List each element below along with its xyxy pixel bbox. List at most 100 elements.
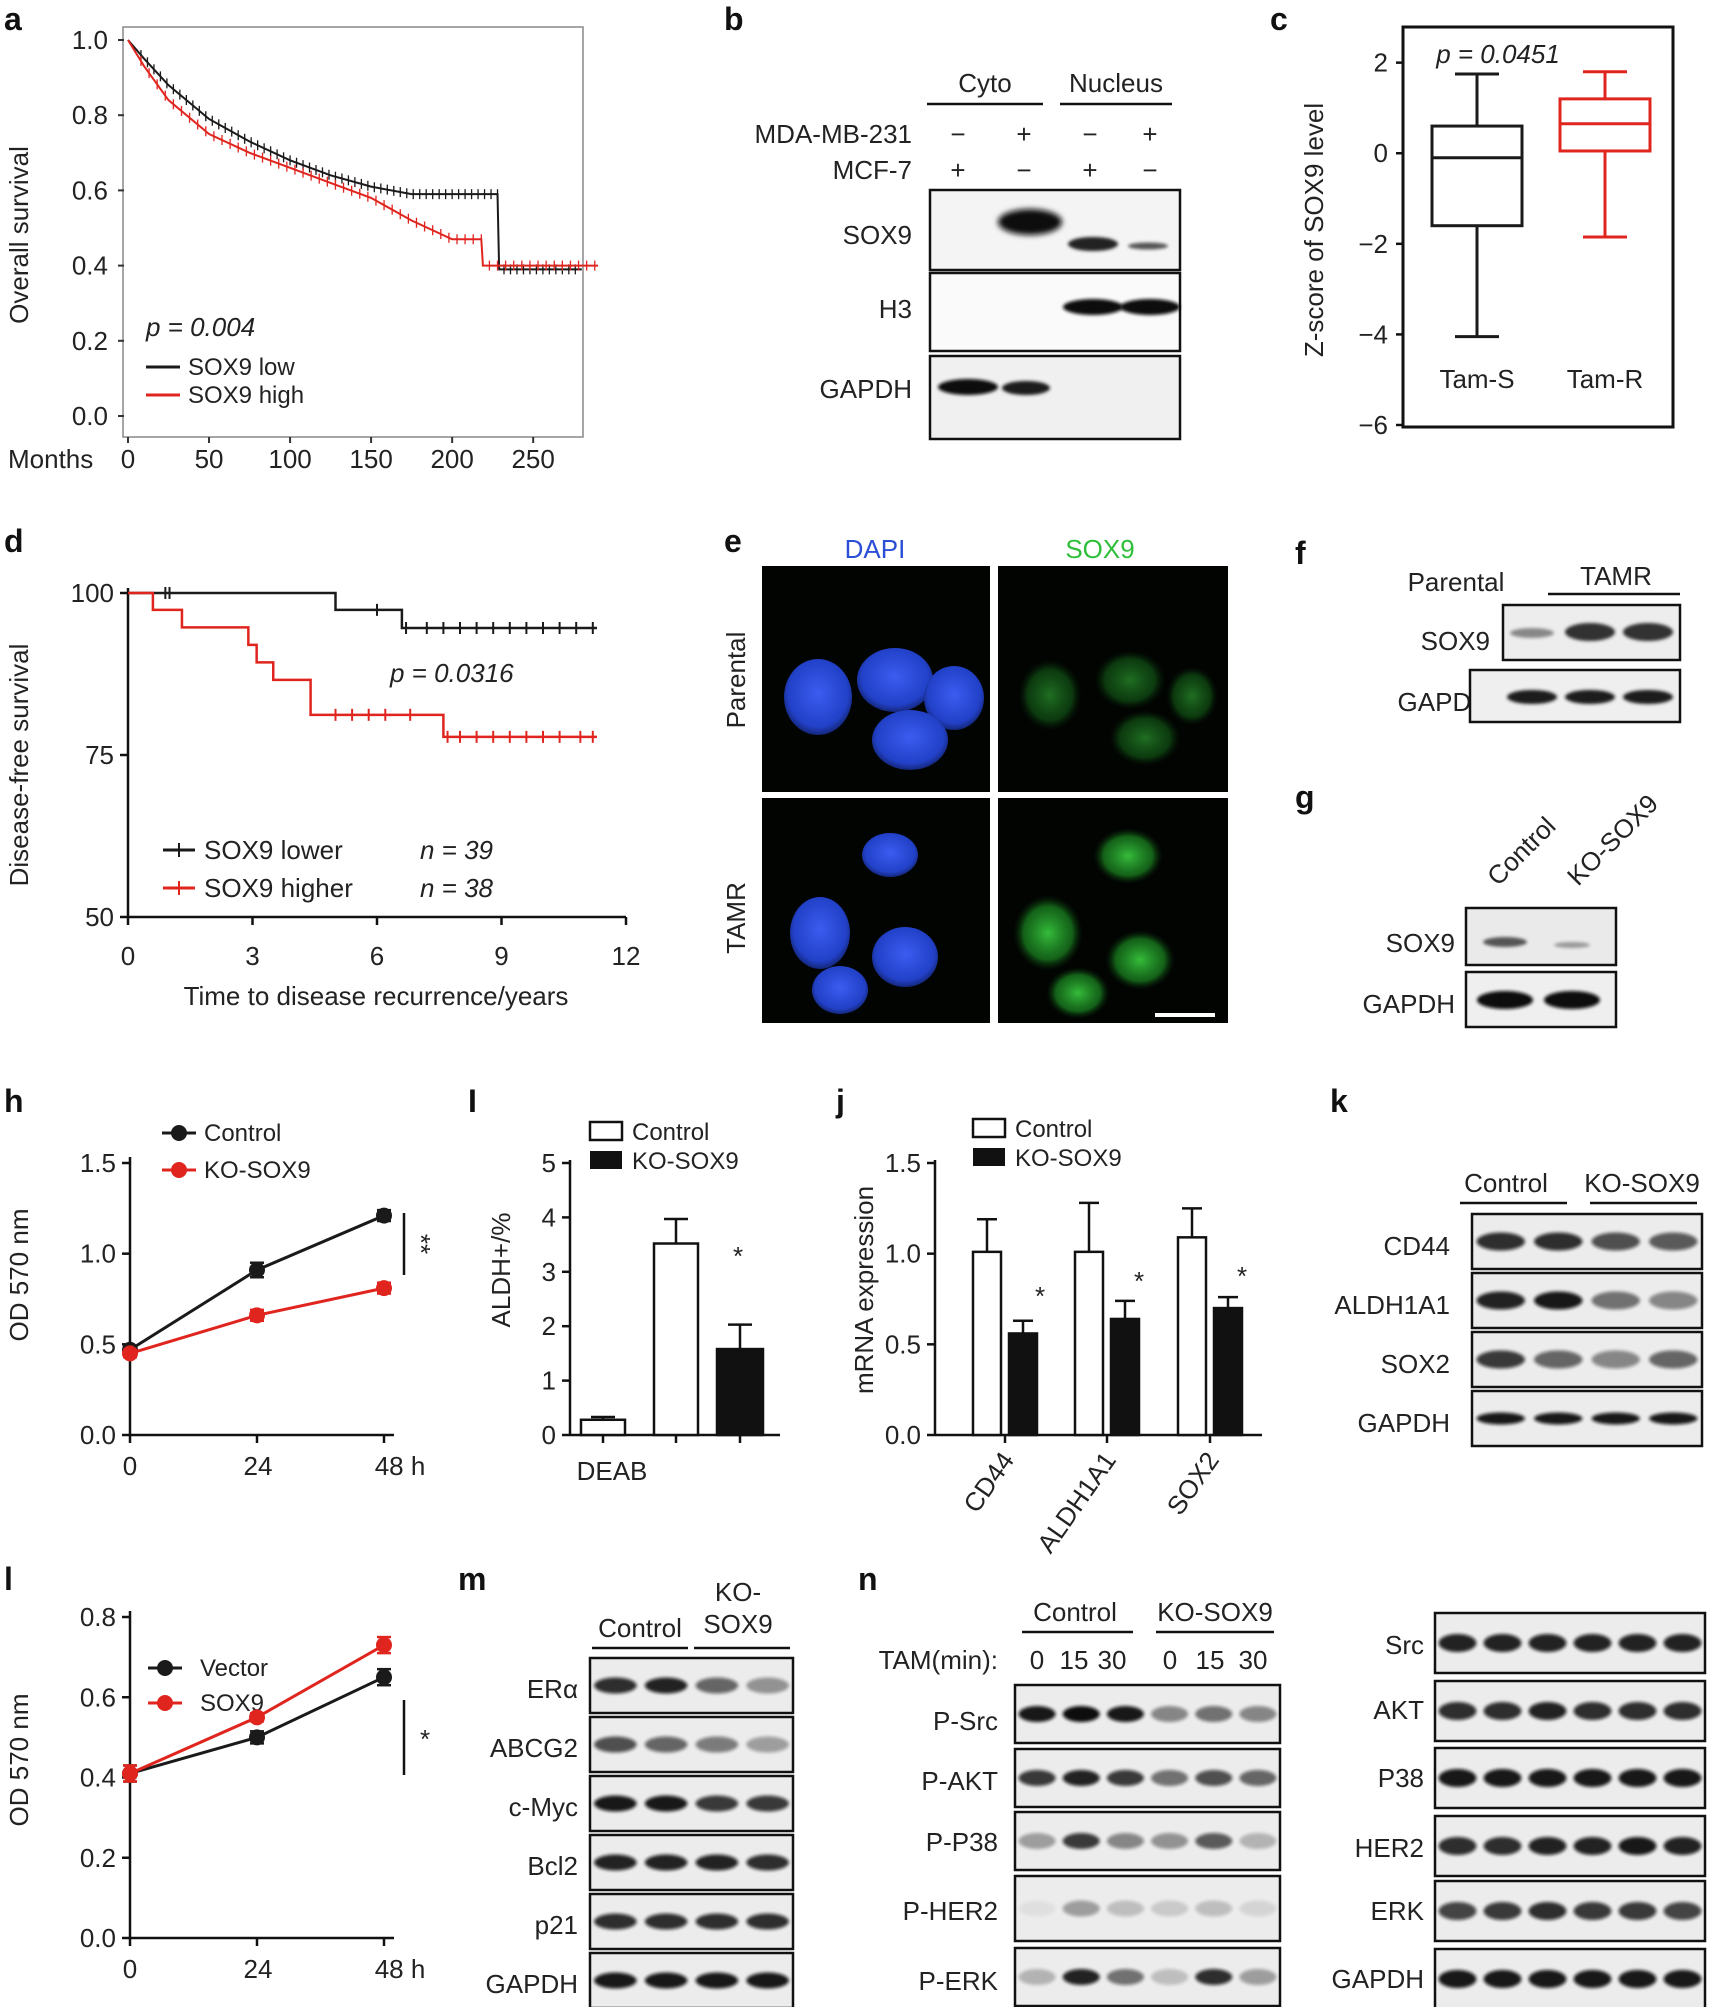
x-tick-label: 6 [370, 941, 384, 971]
panel-a-frame [122, 26, 584, 438]
tam-time-label: 0 [1030, 1645, 1044, 1675]
panel-k-blot-cd44: CD44 [1384, 1231, 1450, 1261]
panel-n-times: 0 15 30 0 15 30 [1030, 1645, 1268, 1675]
panel-h-ylabel: OD 570 nm [4, 1209, 34, 1342]
blot-band [1106, 1706, 1144, 1722]
blot-band [746, 1854, 789, 1871]
bar [579, 1418, 627, 1437]
blot-band [1618, 1769, 1657, 1787]
blot-band [1573, 1634, 1612, 1652]
blot-band [1476, 1350, 1525, 1369]
data-point [376, 1637, 392, 1654]
panel-c-ylabel: Z-score of SOX9 level [1299, 103, 1329, 357]
panel-h-sig: ** [406, 1234, 436, 1254]
panel-letter-c: c [1270, 1, 1288, 37]
sign-231: + [1142, 119, 1157, 149]
y-tick-label: 0.6 [72, 175, 108, 205]
blot-band [1534, 1350, 1583, 1369]
blot-band [1106, 1770, 1144, 1786]
panel-h-xtick-24: 24 [244, 1451, 273, 1481]
series-line [129, 1214, 385, 1352]
x-tick-label: ALDH1A1 [1031, 1446, 1122, 1558]
blot-band [695, 1677, 739, 1694]
panel-d: Disease-free survival Time to disease re… [4, 578, 640, 1011]
blot-band [1476, 1291, 1525, 1310]
y-tick-label: 0 [542, 1420, 556, 1450]
blot-band [1476, 1232, 1525, 1251]
y-tick-label: 0.4 [72, 251, 108, 281]
series-line [127, 39, 598, 267]
series-line [127, 39, 582, 271]
panel-n-blot-pp38: P-P38 [926, 1827, 998, 1857]
panel-d-xlabel: Time to disease recurrence/years [184, 981, 569, 1011]
panel-b-header-cyto: Cyto [958, 68, 1011, 98]
blot-band [594, 1854, 637, 1871]
blot-band [1151, 1969, 1189, 1985]
data-point [122, 1765, 138, 1782]
panel-d-pvalue: p = 0.0316 [389, 658, 514, 688]
blot-band [1151, 1833, 1189, 1849]
panel-d-ylabel: Disease-free survival [4, 644, 34, 887]
panel-f-header-tamr: TAMR [1580, 561, 1652, 591]
panel-e-nuclei-tamr-dapi [790, 833, 938, 1014]
panel-f-header-parental: Parental [1408, 567, 1505, 597]
panel-b-row-mda: MDA-MB-231 [755, 119, 912, 149]
panel-n-blot-her2: HER2 [1355, 1833, 1424, 1863]
panel-m-header-ko-2: SOX9 [703, 1609, 772, 1639]
panel-b: Cyto Nucleus MDA-MB-231 MCF-7 − + − + + − + − S… [755, 68, 1182, 441]
panel-n-blot-perk: P-ERK [919, 1966, 999, 1996]
blot-band [594, 1972, 637, 1989]
tam-time-label: 15 [1060, 1645, 1089, 1675]
panel-i-sig: * [733, 1241, 743, 1271]
tam-time-label: 30 [1239, 1645, 1268, 1675]
panel-e-nuclei-parental-dapi [784, 648, 984, 770]
blot-band [746, 1736, 789, 1753]
panel-e-tile-tamr-dapi [762, 798, 990, 1023]
blot-box [1013, 1946, 1282, 2007]
blot-band [1591, 1412, 1640, 1425]
panel-m-blot-p21: p21 [535, 1910, 578, 1940]
panel-a-xlabel: Months [8, 444, 93, 474]
panel-a-legend-low: SOX9 low [188, 354, 295, 381]
blot-band [1483, 1634, 1522, 1652]
blot-band [1018, 1969, 1056, 1985]
y-tick-label: 0.5 [885, 1329, 921, 1359]
tam-time-label: 15 [1196, 1645, 1225, 1675]
panel-d-legend-higher-n: n = 38 [420, 873, 494, 903]
data-point [376, 1669, 392, 1686]
panel-n-blot-p38: P38 [1378, 1763, 1424, 1793]
blot-band [1239, 1900, 1277, 1917]
blot-band [746, 1795, 789, 1812]
panel-j-ylabel: mRNA expression [849, 1186, 879, 1394]
blot-band [1649, 1350, 1698, 1369]
blot-band [1618, 1634, 1657, 1652]
y-tick-label: 1.0 [80, 1239, 116, 1269]
blot-band [1591, 1232, 1640, 1251]
panel-n-tam-label: TAM(min): [879, 1645, 998, 1675]
blot-band [1106, 1900, 1144, 1917]
blot-band [1649, 1291, 1698, 1310]
blot-band [1195, 1706, 1233, 1722]
blot-band [644, 1795, 688, 1812]
blot-band [1663, 1702, 1702, 1720]
y-tick-label: 75 [85, 740, 114, 770]
sign-mcf7: − [1016, 155, 1031, 185]
panel-b-blot-h3: H3 [879, 294, 912, 324]
panel-letter-j: j [835, 1083, 845, 1119]
blot-band [1151, 1706, 1189, 1722]
panel-letter-m: m [458, 1561, 486, 1597]
blot-band [1018, 1900, 1056, 1917]
y-tick-label: 1.5 [885, 1148, 921, 1178]
panel-g-blot-gapdh: GAPDH [1363, 989, 1455, 1019]
panel-n-header-ko: KO-SOX9 [1157, 1597, 1273, 1627]
bar [971, 1250, 1003, 1437]
blot-band [1591, 1291, 1640, 1310]
sign-mcf7: + [1082, 155, 1097, 185]
blot-band [1106, 1969, 1144, 1985]
panel-f-band [1565, 623, 1615, 641]
blot-band [1151, 1900, 1189, 1917]
panel-f-band [1623, 623, 1673, 641]
panel-h-chart: 0.0 0.5 1.0 1.5 [80, 1148, 394, 1450]
bar [715, 1347, 765, 1437]
y-tick-label: 3 [542, 1257, 556, 1287]
